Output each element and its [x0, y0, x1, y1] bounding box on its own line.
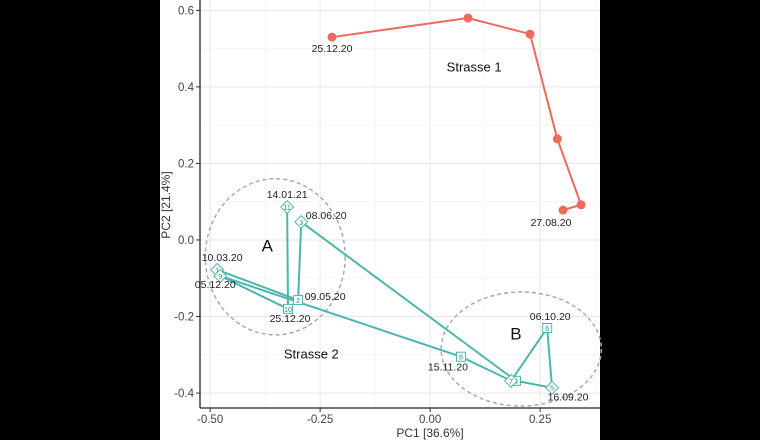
point-label: 10.03.20 [202, 252, 243, 264]
point-label: 14.01.21 [267, 189, 308, 201]
plot-panel [160, 0, 600, 440]
data-point-id: 8 [459, 355, 463, 362]
data-point [542, 323, 553, 334]
annotation-a: A [262, 236, 274, 255]
data-point-id: 9 [218, 274, 222, 281]
series-lines [216, 16, 583, 389]
annotation-strasse-1: Strasse 1 [447, 60, 502, 75]
axis-ticks: -0.50 -0.25 0.00 0.25 -0.4 -0.2 0.0 0.2 0.4 0.6 [174, 5, 551, 426]
data-point [213, 268, 228, 284]
point-label: 27.08.20 [531, 217, 572, 229]
cluster-ellipse-b [440, 291, 603, 407]
y-tick-label: 0.4 [178, 82, 195, 94]
data-point [283, 303, 294, 314]
y-axis-label: PC2 [21.4%] [159, 171, 173, 238]
series-markers: 1234567891011 [210, 13, 586, 395]
y-tick-label: 0.0 [178, 235, 194, 247]
annotation-b: B [510, 324, 521, 343]
point-label: 25.12.20 [270, 313, 311, 325]
data-point [544, 380, 560, 395]
data-point [525, 29, 535, 39]
data-point-id: 10 [284, 307, 292, 314]
point-labels: 25.12.20 27.08.20 10.03.20 09.05.20 08.06.20… [195, 43, 589, 404]
y-tick-label: -0.4 [174, 388, 194, 400]
data-point [327, 32, 337, 42]
data-point [576, 200, 586, 210]
x-tick-label: 0.25 [529, 414, 551, 426]
data-point [552, 134, 562, 144]
data-point [558, 205, 568, 215]
data-point-id: 2 [296, 298, 300, 305]
y-tick-label: -0.2 [174, 312, 194, 324]
y-tick-label: 0.2 [178, 158, 194, 170]
x-tick-label: 0.00 [419, 414, 441, 426]
data-point-id: 6 [545, 326, 549, 333]
data-point [294, 214, 309, 230]
series-line-2 [216, 207, 554, 389]
data-point [463, 13, 473, 23]
x-axis-label: PC1 [36.6%] [396, 426, 463, 440]
series-line-1 [331, 16, 583, 212]
annotations: Strasse 1 Strasse 2 A B [262, 60, 522, 362]
point-label: 16.09.20 [548, 392, 589, 404]
cluster-ellipses [204, 177, 603, 407]
point-label: 15.11.20 [428, 362, 468, 374]
x-tick-label: -0.50 [197, 414, 223, 426]
data-point [455, 351, 466, 362]
point-label: 08.06.20 [306, 210, 347, 222]
data-point-id: 3 [299, 220, 303, 227]
annotation-strasse-2: Strasse 2 [284, 347, 339, 362]
data-point-id: 11 [283, 205, 290, 212]
cluster-ellipse-a [204, 177, 346, 336]
data-point-id: 5 [550, 386, 554, 393]
point-label: 25.12.20 [312, 43, 353, 55]
point-label: 09.05.20 [305, 291, 346, 303]
data-point [504, 373, 519, 388]
y-tick-label: 0.6 [178, 5, 194, 17]
point-label: 06.10.20 [530, 311, 571, 323]
gridlines [200, 0, 600, 408]
data-point-id: 1 [215, 268, 219, 275]
data-point-id: 7 [509, 379, 513, 386]
point-label: 05.12.20 [195, 279, 236, 291]
x-tick-label: -0.25 [307, 414, 333, 426]
data-point [280, 199, 295, 215]
data-point [293, 295, 304, 306]
